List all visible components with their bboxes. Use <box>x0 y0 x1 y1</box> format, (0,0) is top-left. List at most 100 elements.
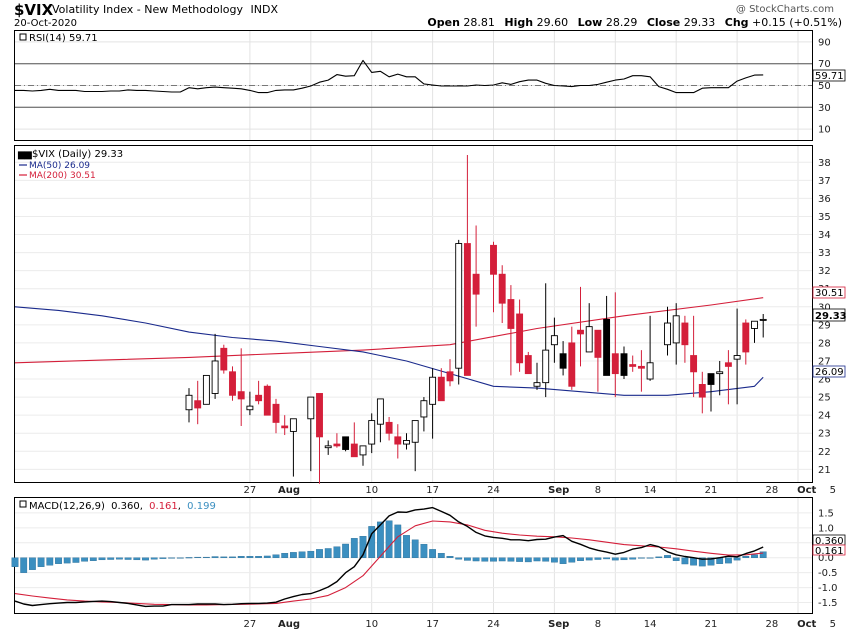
x-tick-label: Aug <box>278 485 300 496</box>
macd-histogram-bar <box>638 557 645 559</box>
candle-body <box>463 243 471 376</box>
candle-body <box>533 382 541 387</box>
macd-histogram-bar <box>37 557 45 567</box>
price-tick-label: 25 <box>818 393 831 404</box>
price-tick-label: 38 <box>818 158 831 169</box>
high-label: High <box>504 16 533 29</box>
candle-body <box>350 443 358 458</box>
macd-tick-label: 1.0 <box>818 523 834 534</box>
watermark: @ StockCharts.com <box>736 4 834 15</box>
macd-histogram-bar <box>246 556 254 558</box>
rsi-tick-label: 10 <box>818 125 831 136</box>
macd-legend-prefix: MACD(12,26,9) <box>29 501 105 512</box>
close-tag-box <box>812 308 846 322</box>
macd-histogram-bar <box>603 557 611 560</box>
candle-body <box>698 384 706 398</box>
macd-histogram-bar <box>63 557 71 564</box>
macd-histogram-bar <box>185 557 193 559</box>
price-tick-label: 36 <box>818 194 831 205</box>
chg-value: +0.15 (+0.51%) <box>752 16 842 29</box>
rsi-plot <box>15 59 764 94</box>
macd-legend-swatch <box>19 500 27 508</box>
macd-histogram-bar <box>611 557 619 561</box>
macd-histogram-bar <box>333 546 341 558</box>
macd-histogram-bar <box>394 524 402 558</box>
x-tick-label: 8 <box>595 485 601 496</box>
macd-histogram-bar <box>455 557 463 560</box>
macd-histogram-bar <box>524 557 532 563</box>
macd-line <box>14 506 764 608</box>
candle-body <box>333 443 341 447</box>
rsi-legend: RSI(14) 59.71 <box>19 33 98 44</box>
macd-legend-text: MACD(12,26,9) 0.360, 0.161, 0.199 <box>29 501 216 512</box>
candle-body <box>559 353 567 369</box>
chart-date: 20-Oct-2020 <box>14 18 77 29</box>
candle-body <box>211 360 219 394</box>
macd-histogram-bar <box>742 556 750 558</box>
macd-histogram-bar <box>307 550 315 558</box>
candle-body <box>446 371 454 382</box>
macd-histogram-bar <box>290 552 297 558</box>
x-tick-label: Oct <box>797 619 816 630</box>
macd-histogram-bar <box>411 539 419 558</box>
price-tick-label: 27 <box>818 356 831 367</box>
x-tick-label: Aug <box>278 619 300 630</box>
x-tick-label: Sep <box>548 485 569 496</box>
price-tick-label: 24 <box>818 411 831 422</box>
macd-histogram-bar <box>324 548 332 558</box>
candle-body <box>229 371 236 396</box>
candle-body <box>202 374 210 405</box>
candle-body <box>742 322 750 353</box>
macd-histogram-bar <box>220 556 228 558</box>
price-tick-label: 33 <box>818 248 831 259</box>
macd-histogram-bar <box>20 557 28 573</box>
price-tick-label: 21 <box>818 465 831 476</box>
close-value: 29.33 <box>684 16 716 29</box>
x-tick-label: 17 <box>426 619 439 630</box>
macd-histogram-bar <box>655 556 663 558</box>
macd-histogram-bar <box>498 557 506 562</box>
signal-line <box>14 520 764 606</box>
macd-legend-macd: 0.360 <box>111 501 140 512</box>
macd-histogram-bar <box>481 557 489 562</box>
macd-histogram-bar <box>620 557 628 561</box>
x-tick-label: 10 <box>365 485 378 496</box>
candle-body <box>585 326 593 353</box>
macd-histogram-bar <box>159 557 167 559</box>
candle-body <box>646 362 654 380</box>
close-tag-text: 29.33 <box>815 311 847 322</box>
price-legend-text: $VIX (Daily) 29.33 <box>32 149 123 160</box>
candle-body <box>376 398 384 425</box>
macd-histogram-bar <box>272 554 280 558</box>
signal-tag-text: 0.161 <box>815 546 844 557</box>
price-tick-label: 37 <box>818 176 831 187</box>
candle-body <box>420 400 428 418</box>
macd-histogram-bar <box>211 556 219 558</box>
candle-body <box>629 364 637 367</box>
macd-histogram-bar <box>664 555 671 558</box>
ticker-symbol: $VIX <box>14 1 54 19</box>
macd-histogram-bar <box>751 554 758 558</box>
macd-histogram-bar <box>29 557 36 570</box>
candle-body <box>411 420 419 443</box>
candle-body <box>472 273 480 295</box>
macd-histogram-bar <box>759 551 767 558</box>
macd-legend: MACD(12,26,9) 0.360, 0.161, 0.199 <box>19 500 216 512</box>
candle-body <box>664 322 671 346</box>
macd-histogram-bar <box>568 557 576 563</box>
x-tick-label: 28 <box>766 619 779 630</box>
price-tick-label: 28 <box>818 338 831 349</box>
candle-body <box>255 394 263 402</box>
macd-histogram-bar <box>107 557 115 560</box>
candle-body <box>603 318 611 376</box>
x-tick-label: 21 <box>705 485 718 496</box>
ohlc-readout: Open 28.81 High 29.60 Low 28.29 Close 29… <box>427 16 842 29</box>
x-tick-label: 14 <box>644 619 657 630</box>
macd-histogram-bar <box>377 521 384 558</box>
macd-tag-text: 0.360 <box>815 536 844 547</box>
candle-body <box>324 445 332 449</box>
candle-body <box>394 436 402 445</box>
candle-body <box>237 391 245 400</box>
low-value: 28.29 <box>606 16 638 29</box>
macd-histogram-bar <box>55 557 62 564</box>
